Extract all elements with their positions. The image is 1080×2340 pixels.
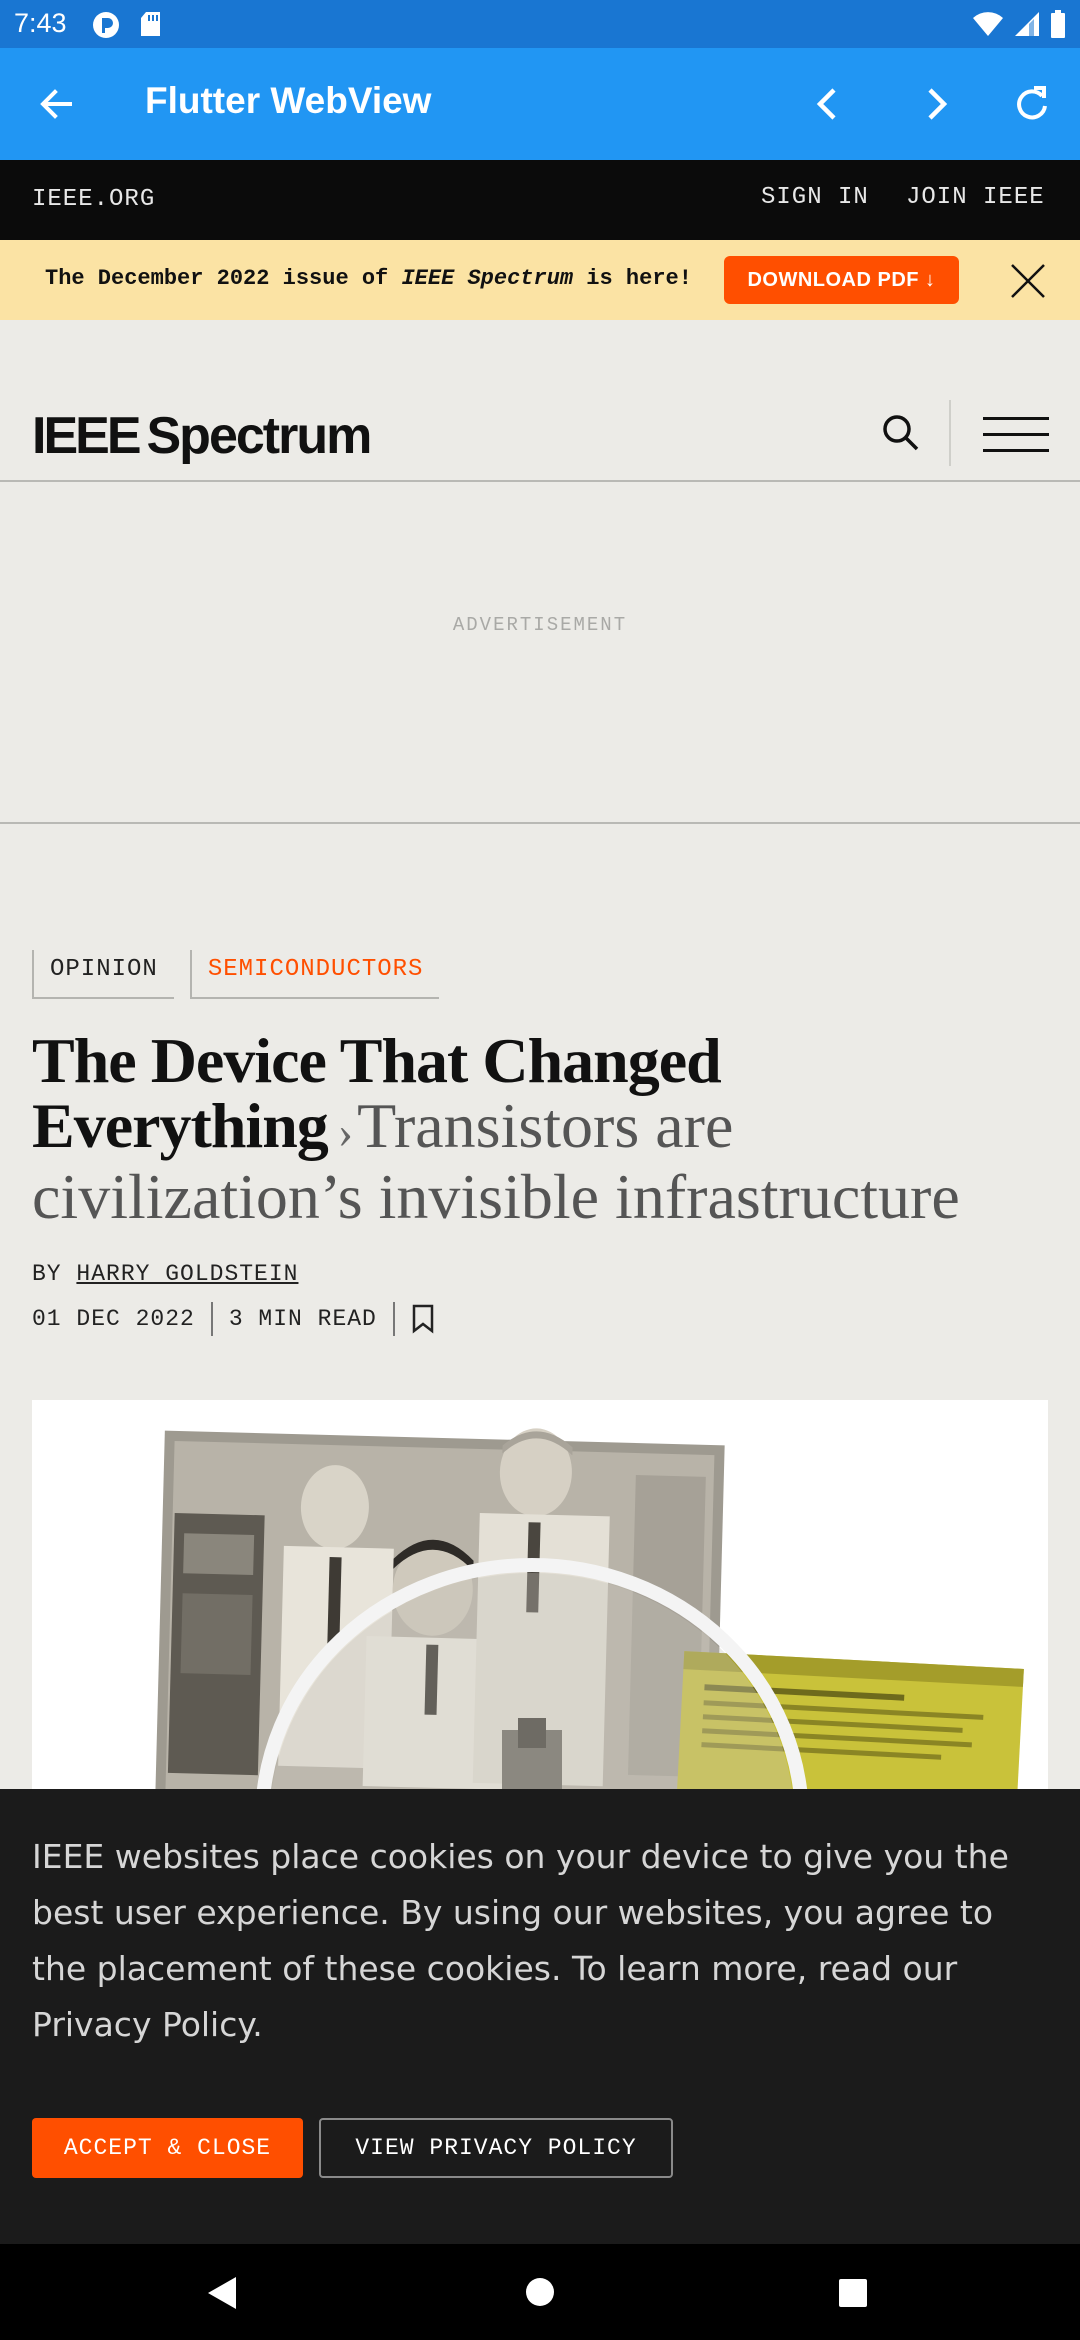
header-divider xyxy=(949,400,951,466)
ieee-org-link[interactable]: IEEE.ORG xyxy=(32,186,156,213)
webview-forward-button[interactable] xyxy=(908,76,964,132)
wifi-icon xyxy=(973,12,1003,36)
hamburger-menu-icon[interactable] xyxy=(983,415,1049,455)
battery-icon xyxy=(1051,10,1065,38)
sign-in-link[interactable]: SIGN IN xyxy=(761,184,869,211)
cookie-consent-banner: IEEE websites place cookies on your devi… xyxy=(0,1789,1080,2244)
read-time: 3 MIN READ xyxy=(228,1306,377,1332)
app-notification-icon xyxy=(93,12,119,38)
article-title: The Device That Changed Everything xyxy=(32,1025,722,1161)
chevron-right-icon xyxy=(928,88,948,120)
refresh-icon xyxy=(1017,86,1047,120)
cell-signal-icon xyxy=(1015,12,1039,36)
issue-promo-banner: The December 2022 issue of IEEE Spectrum… xyxy=(0,240,1080,320)
back-button[interactable] xyxy=(28,76,84,132)
author-link[interactable]: HARRY GOLDSTEIN xyxy=(76,1261,299,1287)
logo-spectrum-text: Spectrum xyxy=(146,407,373,465)
article-hero-image xyxy=(32,1400,1048,1790)
download-pdf-button[interactable]: DOWNLOAD PDF ↓ xyxy=(724,256,959,304)
meta-separator xyxy=(210,1302,213,1336)
chevron-left-icon xyxy=(816,88,836,120)
promo-text-before: The December 2022 issue of xyxy=(45,266,402,291)
advertisement-area: ADVERTISEMENT xyxy=(0,482,1080,824)
status-time: 7:43 xyxy=(14,8,67,38)
webview-back-button[interactable] xyxy=(800,76,856,132)
nav-recents-icon[interactable] xyxy=(838,2278,868,2308)
view-privacy-policy-button[interactable]: VIEW PRIVACY POLICY xyxy=(319,2118,673,2178)
meta-separator xyxy=(392,1302,395,1336)
ieee-spectrum-logo[interactable]: IEEE Spectrum xyxy=(32,406,373,466)
system-nav-bar xyxy=(0,2244,1080,2340)
close-icon[interactable] xyxy=(1010,263,1046,299)
nav-back-icon[interactable] xyxy=(206,2276,238,2310)
publish-date: 01 DEC 2022 xyxy=(32,1306,195,1332)
article-tags: OPINION SEMICONDUCTORS xyxy=(32,950,440,999)
ieee-top-bar: IEEE.ORG SIGN IN JOIN IEEE xyxy=(0,160,1080,240)
byline-prefix: BY xyxy=(32,1261,77,1287)
byline: BY HARRY GOLDSTEIN xyxy=(32,1261,298,1287)
article-subtitle: Transistors are civilization’s invisible… xyxy=(32,1090,960,1232)
promo-text-after: is here! xyxy=(573,266,692,291)
sd-card-icon xyxy=(141,12,160,36)
article-headline: The Device That Changed Everything ›Trans… xyxy=(32,1028,1042,1229)
transistor-inventors-photo xyxy=(32,1400,1048,1790)
status-bar: 7:43 xyxy=(0,0,1080,48)
site-header: IEEE Spectrum xyxy=(0,320,1080,482)
app-title: Flutter WebView xyxy=(145,80,432,121)
article-meta: 01 DEC 2022 3 MIN READ xyxy=(32,1302,435,1336)
tag-opinion[interactable]: OPINION xyxy=(32,950,174,999)
cookie-message: IEEE websites place cookies on your devi… xyxy=(32,1837,1009,2044)
bookmark-icon[interactable] xyxy=(411,1304,435,1334)
app-bar: Flutter WebView xyxy=(0,48,1080,160)
logo-ieee-text: IEEE xyxy=(32,407,141,465)
tag-semiconductors[interactable]: SEMICONDUCTORS xyxy=(189,950,440,999)
search-icon[interactable] xyxy=(880,412,920,452)
title-chevron: › xyxy=(337,1106,354,1157)
back-arrow-icon xyxy=(40,89,72,119)
advertisement-label: ADVERTISEMENT xyxy=(452,614,628,636)
nav-home-icon[interactable] xyxy=(525,2277,555,2307)
join-ieee-link[interactable]: JOIN IEEE xyxy=(906,184,1045,211)
promo-text: The December 2022 issue of IEEE Spectrum… xyxy=(45,266,692,291)
promo-text-italic: IEEE Spectrum xyxy=(401,266,574,291)
accept-close-button[interactable]: ACCEPT & CLOSE xyxy=(32,2118,303,2178)
reload-button[interactable] xyxy=(1004,76,1060,132)
